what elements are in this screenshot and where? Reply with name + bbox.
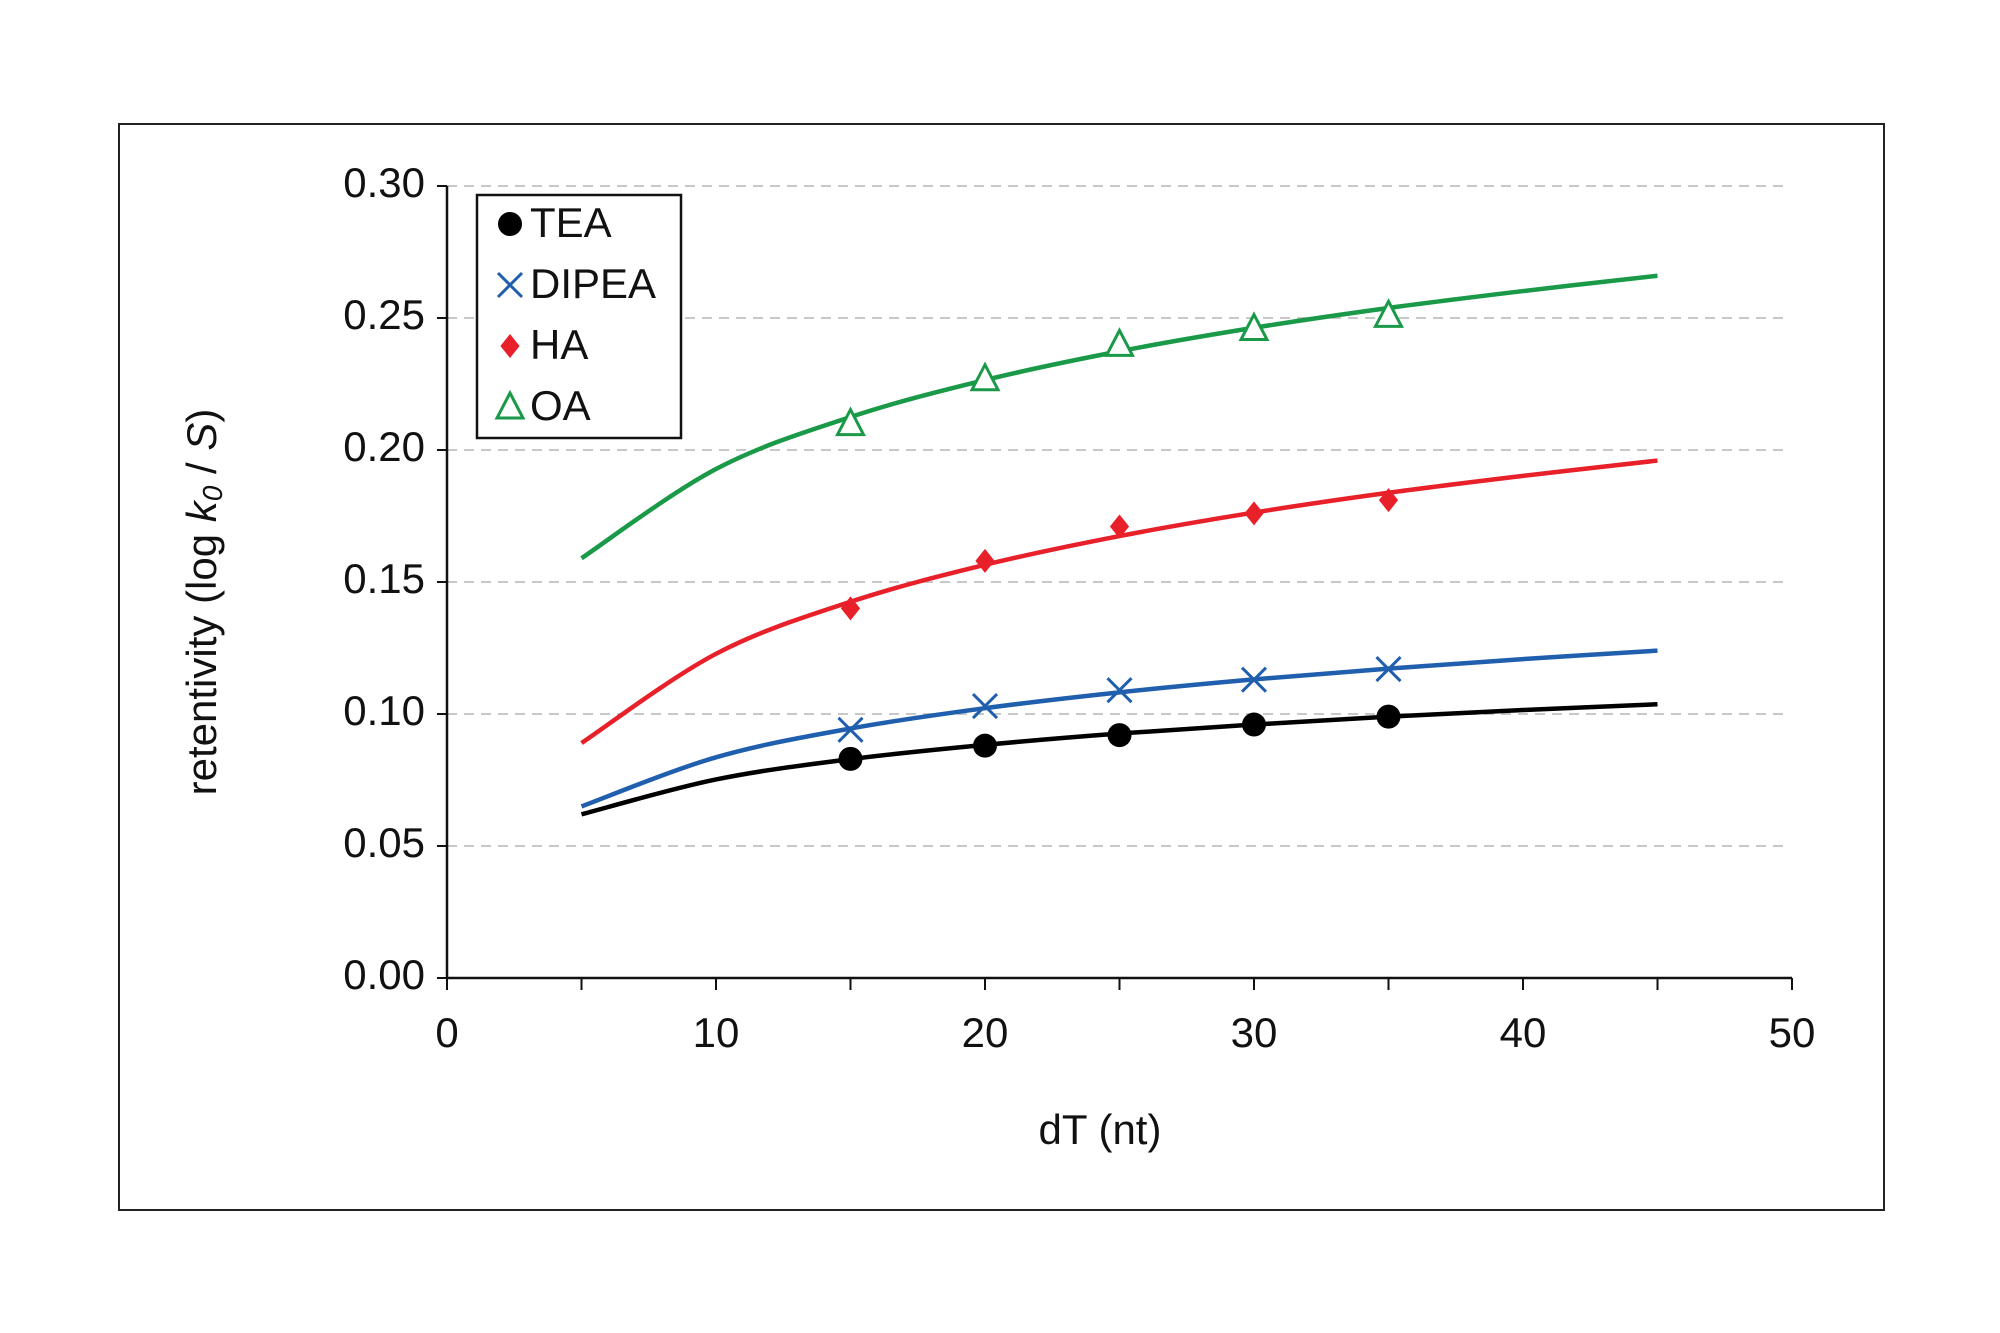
x-tick-label: 40	[1500, 1009, 1547, 1056]
legend-marker	[496, 271, 524, 299]
fit-line	[580, 458, 1658, 745]
legend-label: OA	[530, 382, 591, 429]
marker	[1109, 514, 1130, 539]
x-tick-label: 30	[1231, 1009, 1278, 1056]
marker	[840, 596, 861, 621]
y-axis-title: retentivity (log k0 / S)	[178, 409, 228, 796]
legend-marker	[494, 389, 526, 420]
marker	[971, 693, 999, 720]
x-tick-label: 50	[1769, 1009, 1816, 1056]
x-tick-label: 20	[962, 1009, 1009, 1056]
marker	[1240, 666, 1268, 693]
marker	[1238, 311, 1270, 342]
marker	[973, 733, 997, 758]
marker	[1107, 723, 1132, 748]
y-tick-label: 0.15	[343, 555, 425, 602]
y-axis-title-part: retentivity (log	[178, 522, 225, 795]
y-tick-label: 0.20	[343, 423, 425, 470]
legend-label: HA	[530, 321, 588, 368]
marker	[975, 548, 995, 573]
fit-line	[580, 701, 1658, 817]
y-axis-title-part: k	[178, 499, 225, 522]
marker	[1104, 327, 1135, 357]
marker	[1375, 656, 1402, 683]
marker	[1373, 298, 1404, 328]
marker	[835, 406, 866, 437]
x-axis-title: dT (nt)	[1039, 1106, 1162, 1153]
x-tick-label: 0	[435, 1009, 458, 1056]
y-axis-title-part: 0	[197, 485, 228, 501]
y-tick-label: 0.25	[343, 291, 425, 338]
marker	[969, 361, 1001, 392]
x-tick-label: 10	[693, 1009, 740, 1056]
marker	[1244, 501, 1264, 526]
y-tick-label: 0.10	[343, 687, 425, 734]
frame	[118, 123, 1885, 1211]
marker	[1376, 704, 1401, 729]
legend-marker	[500, 334, 520, 358]
y-axis-title-part: S	[178, 423, 225, 451]
y-tick-label: 0.00	[343, 951, 425, 998]
marker	[838, 746, 863, 771]
y-tick-label: 0.05	[343, 819, 425, 866]
marker	[1378, 488, 1399, 513]
y-tick-label: 0.30	[343, 159, 425, 206]
legend-label: TEA	[530, 199, 612, 246]
marker	[1106, 677, 1133, 704]
legend-marker	[498, 212, 522, 236]
marker	[1242, 712, 1266, 737]
y-axis-title-part: )	[178, 409, 225, 423]
y-axis-title-part: /	[178, 451, 225, 486]
marker	[837, 716, 864, 743]
legend-label: DIPEA	[530, 260, 656, 307]
